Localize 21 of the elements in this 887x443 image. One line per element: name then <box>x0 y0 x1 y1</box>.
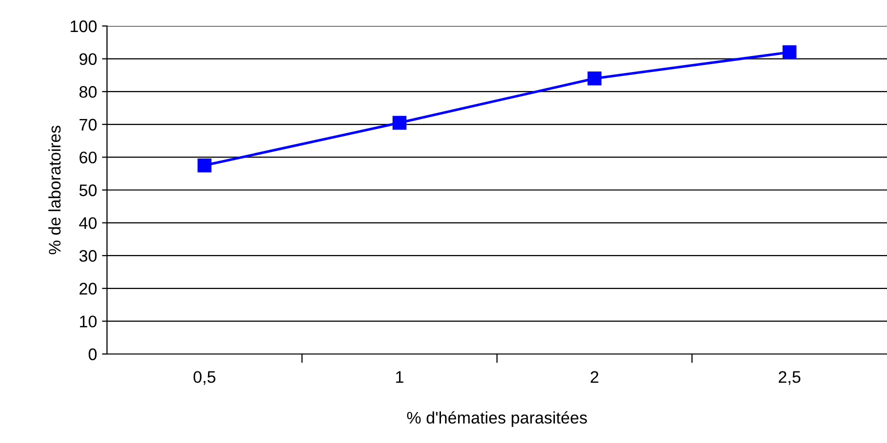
x-tick-label: 0,5 <box>194 371 216 385</box>
y-tick-label: 100 <box>70 20 97 32</box>
x-tick-label: 1 <box>396 371 404 383</box>
y-tick-label: 80 <box>79 86 97 98</box>
y-tick-label: 40 <box>79 217 97 230</box>
y-tick-label: 90 <box>80 53 97 66</box>
point <box>588 72 602 86</box>
x-tick-label: 2,5 <box>778 371 800 385</box>
y-tick-label: 30 <box>79 250 97 262</box>
y-tick-label: 20 <box>80 282 97 295</box>
point <box>392 116 406 130</box>
y-tick-label: 60 <box>80 152 97 164</box>
point <box>782 45 796 60</box>
y-tick-label: 0 <box>88 348 97 360</box>
point <box>198 158 212 172</box>
y-tick-label: 70 <box>80 118 97 131</box>
x-axis-title: % d'hématies parasitées <box>407 411 587 427</box>
x-tick-label: 2 <box>590 371 598 383</box>
y-axis-title: % de laboratoires <box>48 126 61 254</box>
y-tick-label: 50 <box>79 184 97 196</box>
y-tick-label: 10 <box>80 316 97 328</box>
